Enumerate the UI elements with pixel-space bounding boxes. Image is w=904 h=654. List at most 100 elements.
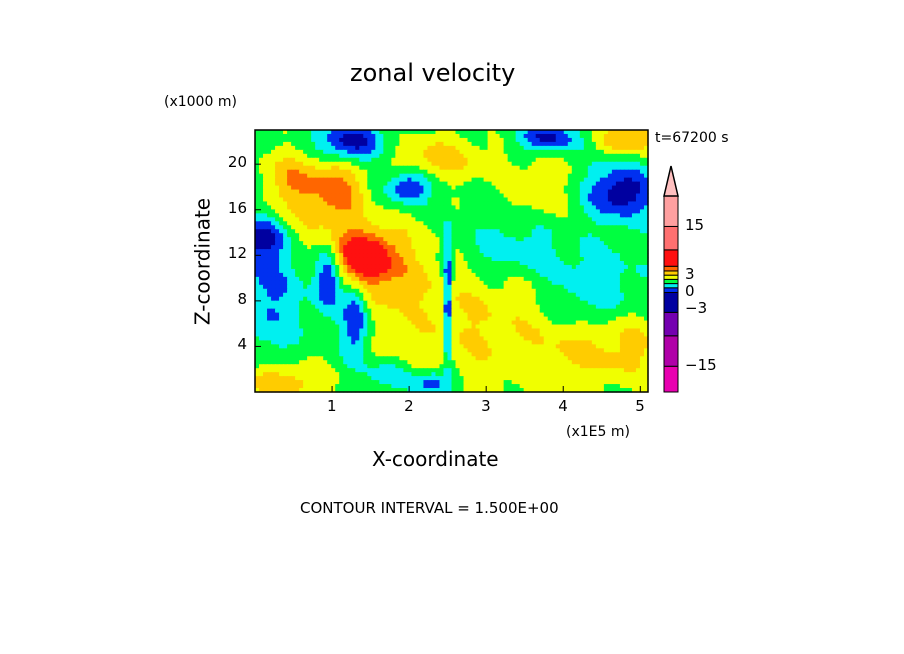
contour-cell — [531, 312, 537, 318]
contour-cell — [499, 292, 505, 298]
contour-cell — [363, 288, 368, 294]
contour-cell — [387, 245, 392, 250]
contour-cell — [547, 213, 553, 218]
contour-cell — [363, 217, 368, 222]
contour-cell — [339, 225, 344, 230]
contour-cell — [451, 229, 457, 234]
contour-cell — [419, 145, 425, 151]
contour-cell — [403, 153, 408, 159]
contour-cell — [259, 197, 264, 203]
contour-cell — [415, 141, 421, 147]
contour-cell — [591, 312, 597, 318]
contour-cell — [307, 133, 312, 139]
contour-cell — [571, 328, 577, 334]
contour-cell — [567, 296, 573, 302]
contour-cell — [343, 328, 348, 334]
contour-cell — [263, 205, 268, 210]
contour-cell — [259, 245, 264, 250]
contour-cell — [343, 268, 348, 274]
contour-cell — [375, 221, 380, 226]
contour-cell — [435, 241, 441, 246]
contour-cell — [455, 169, 461, 175]
contour-cell — [287, 304, 292, 310]
contour-cell — [571, 320, 577, 326]
contour-cell — [271, 197, 276, 203]
contour-cell — [443, 257, 449, 262]
contour-cell — [259, 229, 264, 234]
contour-cell — [359, 165, 364, 171]
contour-cell — [511, 157, 517, 163]
contour-cell — [619, 205, 625, 210]
contour-cell — [611, 308, 617, 314]
contour-cell — [639, 304, 645, 310]
contour-cell — [467, 189, 473, 195]
contour-cell — [571, 304, 577, 310]
contour-cell — [447, 300, 453, 306]
contour-cell — [339, 137, 344, 143]
contour-cell — [403, 173, 408, 179]
contour-cell — [415, 161, 421, 167]
contour-cell — [447, 177, 453, 183]
contour-cell — [487, 233, 493, 238]
contour-cell — [331, 197, 336, 203]
contour-cell — [375, 229, 380, 234]
contour-cell — [375, 145, 380, 151]
contour-cell — [403, 276, 408, 282]
contour-cell — [319, 241, 324, 246]
contour-cell — [363, 280, 368, 286]
contour-cell — [519, 300, 525, 306]
contour-cell — [363, 272, 368, 278]
contour-cell — [283, 145, 288, 151]
contour-cell — [511, 253, 517, 258]
contour-cell — [575, 145, 581, 151]
contour-cell — [427, 177, 433, 183]
contour-cell — [263, 217, 268, 222]
contour-cell — [447, 249, 453, 254]
contour-cell — [319, 130, 324, 135]
contour-cell — [355, 296, 360, 302]
contour-cell — [275, 249, 280, 254]
contour-cell — [339, 253, 344, 258]
contour-cell — [311, 284, 316, 290]
contour-cell — [451, 316, 457, 322]
contour-cell — [423, 189, 429, 195]
contour-cell — [511, 276, 517, 282]
contour-cell — [491, 237, 497, 242]
contour-cell — [635, 141, 641, 147]
contour-cell — [295, 288, 300, 294]
contour-cell — [447, 257, 453, 262]
contour-cell — [419, 161, 425, 167]
contour-cell — [495, 161, 501, 167]
contour-cell — [591, 181, 597, 187]
contour-cell — [459, 245, 465, 250]
contour-cell — [403, 312, 408, 318]
contour-cell — [503, 221, 509, 226]
contour-cell — [383, 233, 388, 238]
contour-cell — [467, 229, 473, 234]
contour-cell — [287, 169, 292, 175]
contour-cell — [627, 268, 633, 274]
contour-cell — [307, 177, 312, 183]
contour-cell — [375, 312, 380, 318]
contour-cell — [615, 261, 621, 266]
contour-cell — [307, 324, 312, 330]
contour-cell — [459, 221, 465, 226]
contour-cell — [271, 225, 276, 230]
contour-cell — [491, 221, 497, 226]
contour-cell — [475, 268, 481, 274]
contour-cell — [543, 209, 549, 214]
contour-cell — [295, 221, 300, 226]
contour-cell — [423, 161, 429, 167]
contour-cell — [631, 261, 637, 266]
contour-cell — [295, 169, 300, 175]
contour-cell — [255, 213, 260, 218]
contour-cell — [279, 241, 284, 246]
contour-cell — [607, 137, 613, 143]
contour-cell — [459, 249, 465, 254]
contour-cell — [431, 300, 437, 306]
contour-cell — [323, 169, 328, 175]
contour-cell — [559, 189, 565, 195]
contour-cell — [415, 201, 421, 207]
contour-cell — [371, 237, 376, 242]
contour-cell — [559, 308, 565, 314]
